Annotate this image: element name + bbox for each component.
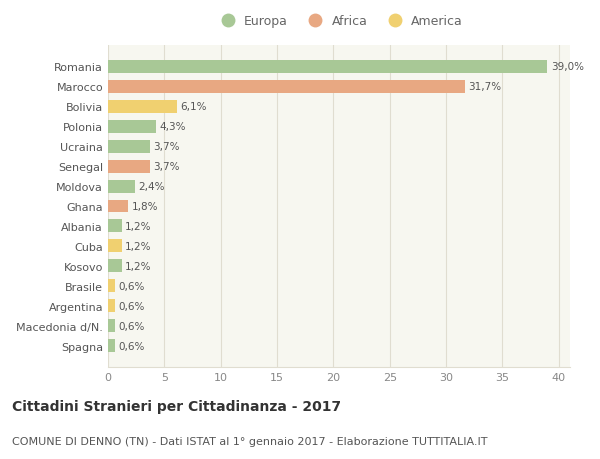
Text: 39,0%: 39,0% <box>551 62 584 72</box>
Bar <box>108 240 122 253</box>
Text: 1,8%: 1,8% <box>131 202 158 212</box>
Text: 0,6%: 0,6% <box>118 301 145 311</box>
Bar <box>108 300 115 313</box>
Bar <box>108 180 135 193</box>
Text: 0,6%: 0,6% <box>118 321 145 331</box>
Bar <box>108 200 128 213</box>
Bar <box>108 340 115 353</box>
Text: 1,2%: 1,2% <box>125 241 151 252</box>
Text: 3,7%: 3,7% <box>153 162 179 172</box>
Legend: Europa, Africa, America: Europa, Africa, America <box>210 11 468 34</box>
Text: 1,2%: 1,2% <box>125 222 151 231</box>
Bar <box>108 61 547 73</box>
Text: Cittadini Stranieri per Cittadinanza - 2017: Cittadini Stranieri per Cittadinanza - 2… <box>12 399 341 413</box>
Text: 3,7%: 3,7% <box>153 142 179 152</box>
Bar <box>108 120 157 133</box>
Bar <box>108 260 122 273</box>
Text: 1,2%: 1,2% <box>125 261 151 271</box>
Bar <box>108 280 115 293</box>
Text: 0,6%: 0,6% <box>118 281 145 291</box>
Text: 6,1%: 6,1% <box>180 102 206 112</box>
Bar <box>108 220 122 233</box>
Bar <box>108 101 177 113</box>
Text: 2,4%: 2,4% <box>139 182 165 191</box>
Bar <box>108 140 149 153</box>
Text: COMUNE DI DENNO (TN) - Dati ISTAT al 1° gennaio 2017 - Elaborazione TUTTITALIA.I: COMUNE DI DENNO (TN) - Dati ISTAT al 1° … <box>12 436 487 446</box>
Text: 4,3%: 4,3% <box>160 122 187 132</box>
Text: 31,7%: 31,7% <box>469 82 502 92</box>
Bar <box>108 160 149 173</box>
Text: 0,6%: 0,6% <box>118 341 145 351</box>
Bar <box>108 320 115 333</box>
Bar <box>108 80 465 93</box>
